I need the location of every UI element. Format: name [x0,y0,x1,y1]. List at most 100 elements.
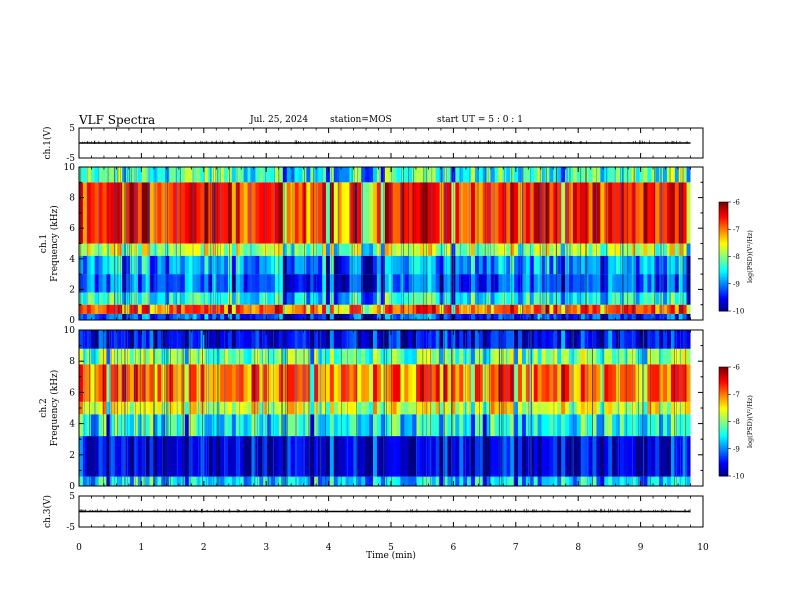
spectrogram-cell [408,313,413,320]
spectrogram-cell [616,243,621,256]
spectrogram-cell [259,414,264,437]
spectrogram-cell [412,243,417,256]
spectrogram-cell [239,292,245,305]
spectrogram-cell [619,167,625,183]
spectrogram-cell [333,414,339,437]
spectrogram-cell [259,436,264,477]
spectrogram-cell [541,274,546,293]
spectrogram-cell [439,274,444,293]
spectrogram-cell [600,401,605,415]
y-tick-label: 8 [69,357,75,367]
spectrogram-cell [439,414,444,437]
spectrogram-cell [329,255,335,275]
spectrogram-cell [545,243,550,256]
spectrogram-cell [251,414,256,437]
spectrogram-cell [208,364,213,402]
spectrogram-cell [557,476,562,486]
spectrogram-cell [404,414,409,437]
spectrogram-cell [569,243,574,256]
spectrogram-cell [345,167,350,183]
ch1-spectrogram-ylabel: ch.1 [39,234,49,253]
spectrogram-cell [227,182,233,244]
spectrogram-cell [235,182,241,244]
spectrogram-cell [239,255,245,275]
spectrogram-cell [518,436,523,477]
spectrogram-cell [79,436,84,477]
spectrogram-cell [647,243,652,256]
spectrogram-cell [565,330,570,349]
spectrogram-cell [569,330,574,349]
spectrogram-cell [518,414,523,437]
spectrogram-cell [686,313,691,320]
spectrogram-cell [188,330,194,349]
spectrogram-cell [435,182,441,244]
spectrogram-cell [251,476,256,486]
spectrogram-cell [357,401,362,415]
spectrogram-cell [447,274,452,293]
spectrogram-cell [506,414,511,437]
colorbar-cell [719,457,728,461]
spectrogram-cell [655,243,660,256]
spectrogram-cell [651,182,656,244]
spectrogram-cell [392,292,397,305]
spectrogram-cell [173,476,178,486]
spectrogram-cell [545,330,550,349]
spectrogram-cell [584,348,589,365]
spectrogram-cell [353,167,358,183]
spectrogram-cell [255,255,260,275]
spectrogram-cell [286,243,292,256]
spectrogram-cell [227,313,233,320]
colorbar-cell [719,405,728,408]
spectrogram-cell [396,182,401,244]
spectrogram-cell [208,401,213,415]
spectrogram-cell [486,274,491,293]
spectrogram-cell [231,182,237,244]
y-tick-label: 6 [69,224,75,234]
spectrogram-cell [670,304,676,314]
spectrogram-cell [278,401,284,415]
spectrogram-cell [455,304,460,314]
spectrogram-cell [670,414,676,437]
spectrogram-cell [271,304,276,314]
spectrogram-cell [157,476,162,486]
spectrogram-cell [376,348,382,365]
spectrogram-cell [525,401,531,415]
spectrogram-cell [490,348,495,365]
spectrogram-cell [376,274,382,293]
date-label: Jul. 25, 2024 [250,115,309,125]
spectrogram-cell [557,401,562,415]
spectrogram-cell [557,274,562,293]
spectrogram-cell [435,364,441,402]
spectrogram-cell [427,364,433,402]
spectrogram-cell [329,476,335,486]
spectrogram-cell [145,167,150,183]
colorbar-cell [719,439,728,442]
spectrogram-cell [161,274,166,293]
spectrogram-cell [569,304,574,314]
spectrogram-cell [549,304,554,314]
colorbar-cell [719,445,728,448]
spectrogram-cell [635,436,640,477]
spectrogram-cell [278,364,284,402]
spectrogram-cell [682,167,687,183]
spectrogram-cell [569,476,574,486]
spectrogram-cell [455,292,460,305]
start-time-label: start UT = 5 : 0 : 1 [437,115,523,125]
spectrogram-cell [337,243,343,256]
spectrogram-cell [561,255,566,275]
ch1-spectrogram-frame [78,166,704,321]
colorbar-tick-label: -10 [733,308,744,316]
spectrogram-cell [576,330,582,349]
spectrogram-cell [282,364,288,402]
colorbar-cell [719,301,728,305]
spectrogram-cell [588,255,593,275]
spectrogram-cell [486,436,491,477]
spectrogram-cell [329,414,335,437]
spectrogram-cell [173,436,178,477]
spectrogram-cell [521,243,527,256]
spectrogram-cell [459,401,464,415]
spectrogram-cell [635,401,640,415]
spectrogram-cell [616,255,621,275]
spectrogram-cell [604,274,609,293]
spectrogram-cell [310,313,315,320]
